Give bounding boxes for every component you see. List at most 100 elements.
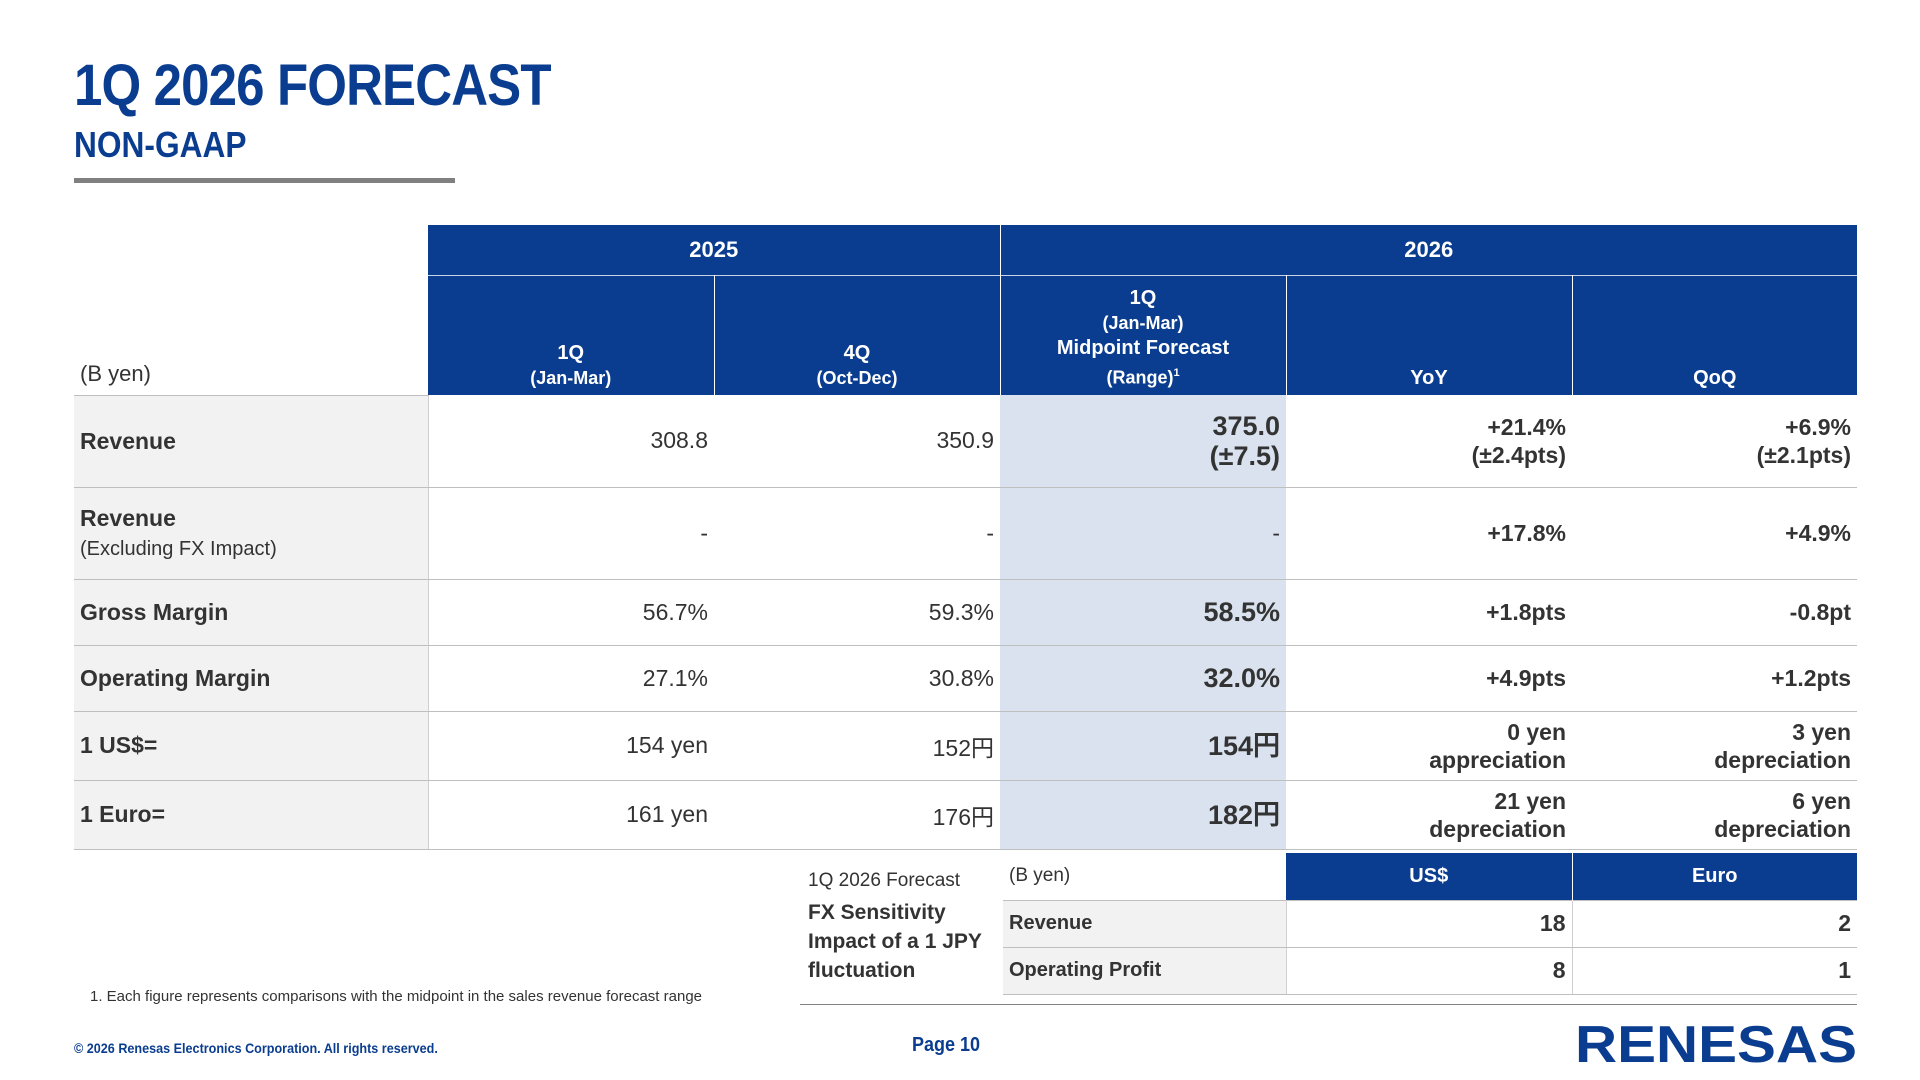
col-header-qoq: QoQ (1572, 274, 1858, 395)
col-header-line: 4Q (843, 342, 871, 364)
logo-text: RENESAS (1575, 1020, 1857, 1068)
cell-qoq: 6 yen depreciation (1572, 780, 1858, 850)
cell-forecast: 375.0 (±7.5) (1000, 395, 1287, 488)
title-divider (74, 178, 455, 183)
unit-label: (B yen) (74, 225, 428, 396)
row-note: (Excluding FX Impact) (80, 538, 277, 560)
forecast-table: (B yen) 2025 2026 1Q (Jan-Mar) 4Q (Oct-D… (74, 225, 1858, 850)
fx-unit-label: (B yen) (1009, 865, 1071, 887)
fx-header-row: (B yen) US$ Euro (1003, 853, 1857, 900)
copyright: © 2026 Renesas Electronics Corporation. … (74, 1040, 438, 1056)
table-row: Gross Margin 56.7% 59.3% 58.5% +1.8pts -… (74, 579, 1858, 646)
yoy-value: 21 yen (1494, 787, 1567, 814)
cell-1q-2025: 308.8 (428, 395, 714, 488)
yoy-value: 0 yen (1507, 718, 1567, 745)
fx-divider (800, 1004, 1857, 1005)
cell-yoy: 21 yen depreciation (1286, 780, 1573, 850)
cell-1q-2025: 56.7% (428, 579, 714, 646)
fx-cell-usd: 18 (1286, 900, 1573, 948)
fx-cell-usd: 8 (1286, 947, 1573, 995)
table-row: Revenue 308.8 350.9 375.0 (±7.5) +21.4% … (74, 395, 1858, 488)
fx-col-usd: US$ (1286, 853, 1573, 900)
page-number: Page 10 (912, 1034, 981, 1056)
fx-heading-line: FX Sensitivity (808, 901, 946, 924)
cell-4q-2025: 59.3% (714, 579, 1001, 646)
cell-4q-2025: - (714, 487, 1001, 580)
fx-heading-line: Impact of a 1 JPY (808, 930, 982, 953)
table-row: Operating Margin 27.1% 30.8% 32.0% +4.9p… (74, 645, 1858, 712)
fx-sensitivity-table: (B yen) US$ Euro Revenue 18 2 Operating … (1003, 853, 1857, 995)
row-label: Revenue (80, 505, 176, 531)
cell-4q-2025: 152円 (714, 711, 1001, 781)
table-row: 1 US$= 154 yen 152円 154円 0 yen appreciat… (74, 711, 1858, 781)
year-header-2025: 2025 (428, 225, 1001, 275)
qoq-sub: (±2.1pts) (1756, 441, 1852, 468)
col-header-line: (Jan-Mar) (530, 368, 612, 388)
column-header-row: 1Q (Jan-Mar) 4Q (Oct-Dec) 1Q (Jan-Mar) M… (74, 274, 1858, 395)
fx-cell-euro: 1 (1572, 947, 1857, 995)
col-header-line: 1Q (557, 342, 585, 364)
page-title: 1Q 2026 FORECAST (74, 53, 552, 118)
cell-1q-2025: - (428, 487, 714, 580)
fx-cell-euro: 2 (1572, 900, 1857, 948)
cell-forecast: 182円 (1000, 780, 1287, 850)
year-header-2026: 2026 (1000, 225, 1858, 275)
row-label: Operating Margin (74, 645, 429, 712)
qoq-value: 6 yen (1792, 787, 1852, 814)
fx-row: Operating Profit 8 1 (1003, 947, 1857, 995)
fx-caption: 1Q 2026 Forecast (808, 870, 961, 891)
col-header-4q-2025: 4Q (Oct-Dec) (714, 274, 1001, 395)
fx-col-euro: Euro (1572, 853, 1857, 900)
cell-forecast: 58.5% (1000, 579, 1287, 646)
fx-row: Revenue 18 2 (1003, 900, 1857, 948)
page-subtitle: NON-GAAP (74, 124, 247, 165)
yoy-value: +21.4% (1487, 413, 1567, 440)
cell-qoq: +4.9% (1572, 487, 1858, 580)
col-header-line: (Jan-Mar) (1102, 313, 1184, 334)
cell-qoq: -0.8pt (1572, 579, 1858, 646)
cell-forecast: - (1000, 487, 1287, 580)
qoq-value: +6.9% (1785, 413, 1852, 440)
table-row: 1 Euro= 161 yen 176円 182円 21 yen depreci… (74, 780, 1858, 850)
cell-4q-2025: 30.8% (714, 645, 1001, 712)
qoq-value: 3 yen (1792, 718, 1852, 745)
cell-qoq: +1.2pts (1572, 645, 1858, 712)
row-label: Revenue (74, 395, 429, 488)
cell-forecast: 154円 (1000, 711, 1287, 781)
cell-yoy: 0 yen appreciation (1286, 711, 1573, 781)
year-header-row: (B yen) 2025 2026 (74, 225, 1858, 396)
row-label: Gross Margin (74, 579, 429, 646)
footnote-marker: 1 (1173, 367, 1180, 380)
col-header-1q-2026-forecast: 1Q (Jan-Mar) Midpoint Forecast (Range)1 (1000, 274, 1287, 395)
col-header-line: (Range) (1106, 368, 1174, 388)
fx-sensitivity-label: 1Q 2026 Forecast FX Sensitivity Impact o… (808, 870, 998, 985)
cell-yoy: +21.4% (±2.4pts) (1286, 395, 1573, 488)
qoq-sub: depreciation (1714, 746, 1852, 773)
cell-yoy: +4.9pts (1286, 645, 1573, 712)
col-header-line: Midpoint Forecast (1056, 337, 1230, 360)
col-header-line: (Oct-Dec) (816, 368, 898, 388)
col-header-line: 1Q (1129, 287, 1157, 310)
col-header-1q-2025: 1Q (Jan-Mar) (428, 274, 715, 395)
fx-heading-line: fluctuation (808, 959, 916, 982)
yoy-sub: appreciation (1429, 746, 1567, 773)
forecast-value: 375.0 (1212, 410, 1281, 441)
yoy-sub: depreciation (1429, 815, 1567, 842)
row-label: 1 Euro= (74, 780, 429, 850)
cell-1q-2025: 27.1% (428, 645, 714, 712)
cell-yoy: +17.8% (1286, 487, 1573, 580)
col-header-yoy: YoY (1286, 274, 1573, 395)
cell-4q-2025: 350.9 (714, 395, 1001, 488)
cell-yoy: +1.8pts (1286, 579, 1573, 646)
cell-1q-2025: 154 yen (428, 711, 714, 781)
cell-forecast: 32.0% (1000, 645, 1287, 712)
footnote: 1. Each figure represents comparisons wi… (90, 988, 702, 1005)
fx-row-label: Operating Profit (1003, 947, 1287, 995)
row-label-cell: Revenue (Excluding FX Impact) (74, 487, 429, 580)
row-label: 1 US$= (74, 711, 429, 781)
qoq-sub: depreciation (1714, 815, 1852, 842)
renesas-logo: RENESAS (1575, 1020, 1857, 1068)
cell-4q-2025: 176円 (714, 780, 1001, 850)
cell-1q-2025: 161 yen (428, 780, 714, 850)
fx-row-label: Revenue (1003, 900, 1287, 948)
